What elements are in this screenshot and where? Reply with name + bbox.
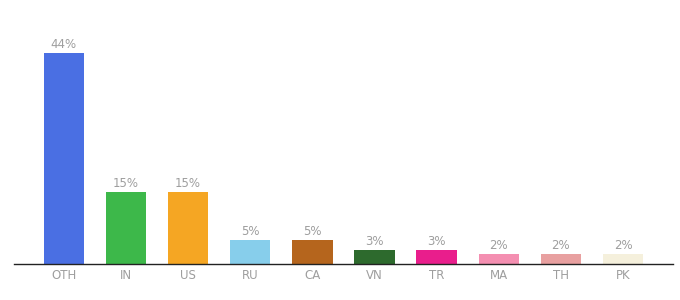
Text: 2%: 2% xyxy=(614,239,632,253)
Text: 2%: 2% xyxy=(490,239,508,253)
Text: 5%: 5% xyxy=(303,225,322,238)
Text: 3%: 3% xyxy=(427,235,446,248)
Bar xyxy=(416,250,457,264)
Bar xyxy=(44,53,84,264)
Bar xyxy=(603,254,643,264)
Bar xyxy=(354,250,394,264)
Bar xyxy=(479,254,519,264)
Text: 5%: 5% xyxy=(241,225,260,238)
Text: 44%: 44% xyxy=(51,38,77,51)
Bar xyxy=(168,192,208,264)
Text: 15%: 15% xyxy=(113,177,139,190)
Text: 3%: 3% xyxy=(365,235,384,248)
Bar xyxy=(230,240,271,264)
Bar xyxy=(292,240,333,264)
Text: 15%: 15% xyxy=(175,177,201,190)
Bar xyxy=(105,192,146,264)
Bar xyxy=(541,254,581,264)
Text: 2%: 2% xyxy=(551,239,571,253)
